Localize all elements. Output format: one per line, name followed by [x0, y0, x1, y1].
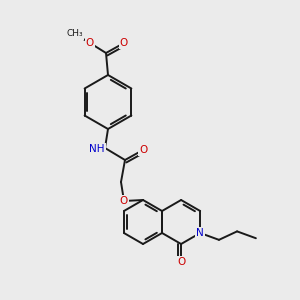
Text: O: O — [139, 145, 147, 155]
Text: O: O — [120, 196, 128, 206]
Text: CH₃: CH₃ — [67, 29, 83, 38]
Text: N: N — [196, 228, 204, 238]
Text: O: O — [86, 38, 94, 48]
Text: NH: NH — [89, 144, 105, 154]
Text: O: O — [177, 257, 185, 267]
Text: O: O — [120, 38, 128, 48]
